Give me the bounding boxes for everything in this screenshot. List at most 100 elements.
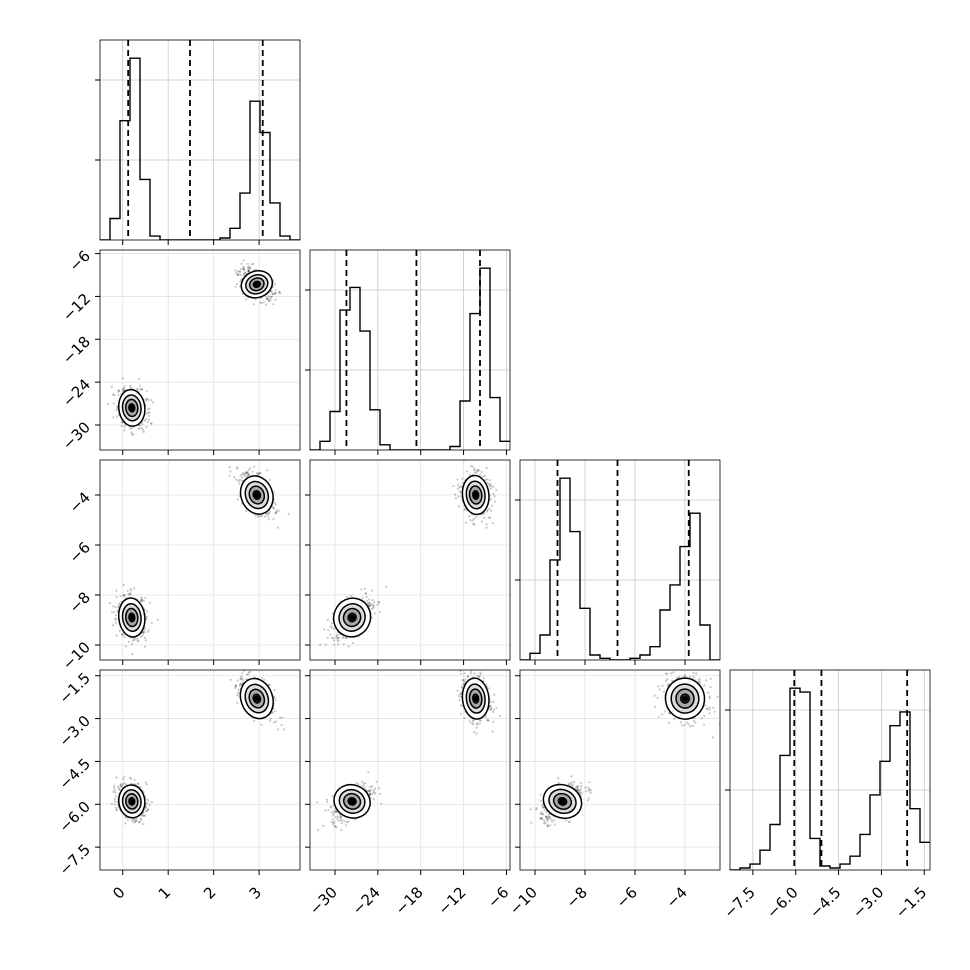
sample-point — [274, 289, 277, 292]
sample-point — [463, 680, 466, 683]
sample-point — [254, 298, 257, 301]
sample-point — [545, 815, 548, 819]
sample-point — [370, 785, 373, 788]
sample-point — [149, 422, 152, 425]
sample-point — [122, 633, 125, 637]
sample-point — [372, 789, 375, 792]
sample-point — [317, 828, 320, 831]
sample-point — [372, 604, 375, 608]
sample-point — [654, 705, 657, 708]
sample-point — [114, 618, 117, 621]
sample-point — [123, 636, 126, 639]
density-peak — [472, 491, 479, 499]
sample-point — [242, 670, 245, 672]
sample-point — [495, 707, 498, 710]
sample-point — [267, 298, 270, 301]
sample-point — [245, 678, 248, 681]
sample-point — [115, 589, 118, 593]
sample-point — [247, 468, 250, 472]
sample-point — [148, 601, 152, 604]
sample-point — [150, 422, 153, 425]
sample-point — [543, 809, 546, 812]
sample-point — [361, 780, 364, 784]
sample-point — [327, 809, 330, 812]
sample-point — [115, 408, 118, 411]
sample-point — [148, 411, 151, 414]
sample-point — [485, 510, 489, 513]
sample-point — [253, 719, 256, 723]
sample-point — [137, 639, 140, 642]
sample-point — [466, 675, 470, 678]
sample-point — [333, 810, 336, 813]
sample-point — [342, 635, 345, 638]
sample-point — [368, 792, 372, 796]
sample-point — [476, 723, 479, 726]
sample-point — [142, 428, 145, 431]
sample-point — [478, 675, 481, 678]
sample-point — [274, 503, 277, 506]
sample-point — [247, 270, 250, 273]
sample-point — [274, 292, 277, 295]
sample-point — [239, 682, 242, 685]
sample-point — [477, 676, 481, 679]
sample-point — [118, 602, 121, 605]
sample-point — [121, 783, 125, 786]
sample-point — [287, 512, 290, 515]
sample-point — [457, 694, 461, 698]
sample-point — [544, 815, 548, 818]
sample-point — [122, 594, 125, 597]
sample-point — [712, 706, 715, 709]
sample-point — [324, 643, 327, 646]
sample-point — [340, 828, 343, 832]
sample-point — [331, 821, 335, 825]
sample-point — [662, 690, 666, 693]
sample-point — [114, 800, 117, 803]
sample-point — [374, 792, 377, 795]
sample-point — [131, 653, 134, 656]
sample-point — [272, 507, 275, 510]
sample-point — [472, 723, 475, 726]
sample-point — [245, 475, 248, 478]
sample-point — [679, 721, 682, 724]
sample-point — [273, 283, 276, 286]
sample-point — [456, 689, 459, 692]
sample-point — [458, 699, 461, 702]
sample-point — [143, 631, 146, 634]
sample-point — [489, 708, 492, 711]
sample-point — [489, 487, 492, 490]
sample-point — [122, 387, 125, 390]
sample-point — [145, 639, 148, 642]
sample-point — [475, 732, 478, 735]
sample-point — [485, 526, 488, 529]
histogram-step-0 — [100, 57, 300, 240]
sample-point — [491, 504, 494, 507]
sample-point — [325, 798, 329, 801]
density-panel-2-1 — [310, 460, 510, 660]
sample-point — [547, 813, 551, 816]
sample-point — [137, 821, 140, 824]
sample-point — [568, 820, 571, 823]
sample-point — [121, 633, 124, 636]
sample-point — [141, 423, 144, 426]
sample-point — [240, 675, 243, 678]
sample-point — [377, 600, 380, 604]
sample-point — [129, 386, 132, 389]
sample-point — [237, 480, 240, 483]
sample-point — [692, 719, 695, 722]
sample-point — [145, 617, 148, 621]
sample-point — [277, 509, 280, 512]
sample-point — [145, 397, 148, 400]
sample-point — [475, 726, 478, 729]
sample-point — [457, 483, 460, 486]
sample-point — [274, 291, 277, 294]
sample-point — [475, 722, 478, 725]
sample-point — [240, 678, 243, 681]
sample-point — [282, 728, 285, 731]
sample-point — [273, 507, 276, 510]
sample-point — [327, 628, 330, 632]
sample-point — [454, 497, 457, 500]
sample-point — [553, 823, 556, 826]
sample-point — [274, 720, 278, 723]
sample-point — [364, 592, 367, 595]
sample-point — [369, 794, 372, 797]
